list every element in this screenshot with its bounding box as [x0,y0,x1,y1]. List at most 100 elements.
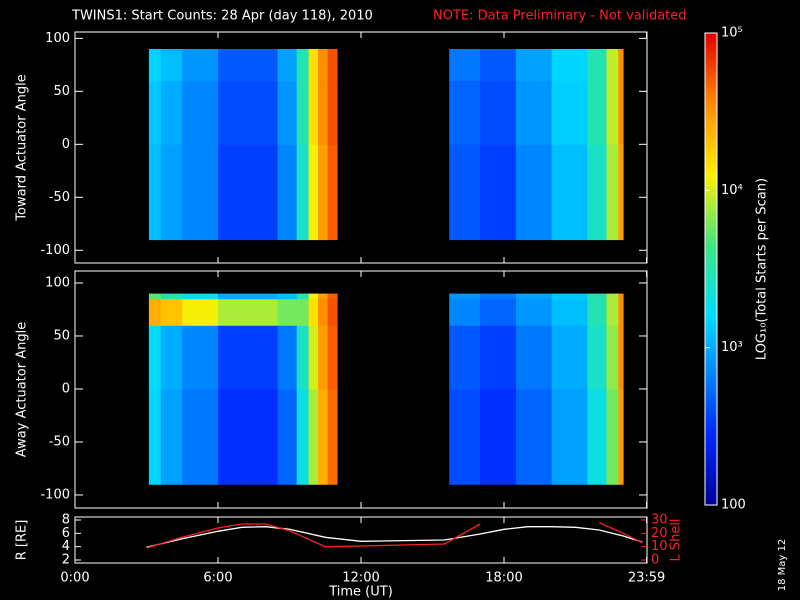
colorbar-swatch [705,225,717,231]
colorbar-swatch [705,398,717,404]
colorbar-swatch [705,493,717,498]
y2-tick-label: 0 [651,553,659,568]
y-tick-label: -50 [49,434,70,449]
colorbar-swatch [705,241,717,246]
colorbar-swatch [705,48,717,54]
y-tick-label: 100 [45,275,70,290]
heatmap-cell [318,48,329,55]
colorbar-swatch [705,442,717,447]
colorbar-swatch [705,99,717,105]
title: TWINS1: Start Counts: 28 Apr (day 118), … [71,9,373,24]
colorbar-swatch [705,422,717,427]
heatmap-cell [182,298,219,326]
colorbar-swatch [705,103,717,109]
colorbar-swatch [705,178,717,183]
heatmap-cell [480,388,517,485]
heatmap-cell [308,325,319,390]
heatmap-cell [480,325,517,390]
heatmap-cell [160,54,183,82]
heatmap-cell [296,54,309,82]
colorbar-swatch [705,461,717,467]
heatmap-cell [449,293,481,300]
heatmap-cell [277,80,298,145]
heatmap-cell [515,80,553,145]
colorbar-swatch [705,174,717,180]
heatmap-cell [449,48,481,55]
colorbar-swatch [705,76,717,81]
heatmap-cell [148,48,162,55]
colorbar-swatch [705,33,717,38]
colorbar-swatch [705,123,717,128]
heatmap-cell [480,54,517,82]
heatmap-cell [160,80,183,145]
colorbar-swatch [705,316,717,321]
colorbar-swatch [705,217,717,223]
colorbar-label: LOG₁₀(Total Starts per Scan) [755,178,770,360]
heatmap-cell [551,144,588,241]
heatmap-cell [587,298,607,326]
colorbar-swatch [705,190,717,195]
heatmap-cell [480,298,517,326]
heatmap-cell [606,293,619,300]
colorbar-swatch [705,489,717,494]
heatmap-cell [296,80,309,145]
y-axis-label: Toward Actuator Angle [15,74,30,221]
heatmap-cell [318,144,329,241]
colorbar-swatch [705,331,717,337]
y-tick-label: -100 [40,243,70,258]
colorbar-tick-label: 100 [721,498,746,513]
colorbar-swatch [705,265,717,270]
heatmap-cell [218,54,278,82]
heatmap-cell [296,48,309,55]
colorbar-swatch [705,343,717,349]
date-stamp: 18 May 12 [777,539,788,591]
y2-tick-label: 10 [651,539,668,554]
heatmap-cell [148,298,162,326]
heatmap-cell [449,144,481,241]
heatmap-cell [148,80,162,145]
colorbar-swatch [705,347,717,353]
heatmap-cell [218,144,278,241]
colorbar-swatch [705,139,717,144]
colorbar-swatch [705,162,717,168]
colorbar-swatch [705,296,717,301]
heatmap-cell [449,388,481,485]
heatmap-cell [296,293,309,300]
colorbar-swatch [705,371,717,376]
colorbar-swatch [705,92,717,97]
colorbar-swatch [705,44,717,50]
heatmap-cell [618,48,624,55]
colorbar-swatch [705,84,717,89]
heatmap-cell [618,144,624,241]
colorbar-swatch [705,481,717,486]
y-tick-label: 8 [62,513,70,528]
heatmap-cell [327,144,338,241]
heatmap-cell [277,48,298,55]
heatmap-cell [606,80,619,145]
heatmap-cell [327,293,338,300]
colorbar-swatch [705,383,717,388]
heatmap-cell [587,48,607,55]
colorbar-swatch [705,288,717,294]
colorbar-swatch [705,339,717,345]
heatmap-cell [551,54,588,82]
colorbar-swatch [705,52,717,58]
colorbar-swatch [705,147,717,152]
heatmap-cell [327,80,338,145]
colorbar-swatch [705,135,717,140]
colorbar-swatch [705,111,717,117]
x-tick-label: 18:00 [485,571,522,586]
colorbar-swatch [705,213,717,219]
heatmap-cell [296,298,309,326]
colorbar-swatch [705,426,717,431]
y-tick-label: 50 [53,84,70,99]
heatmap-cell [182,80,219,145]
heatmap-cell [515,54,553,82]
heatmap-cell [182,293,219,300]
heatmap-cell [587,388,607,485]
colorbar-swatch [705,56,717,62]
heatmap-cell [606,48,619,55]
heatmap-cell [327,325,338,390]
data-line [599,522,643,544]
